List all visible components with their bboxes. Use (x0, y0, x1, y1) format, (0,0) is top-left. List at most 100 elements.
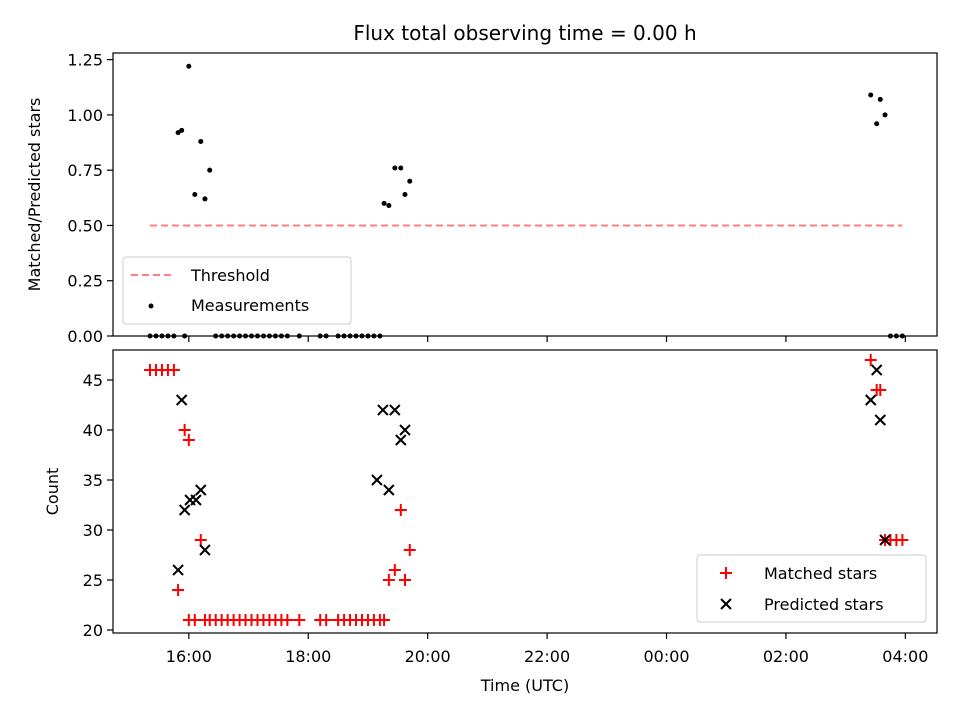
count-plot-x-tick-label: 18:00 (285, 647, 331, 666)
measurement-point (207, 167, 213, 173)
measurement-point (386, 203, 392, 209)
measurement-point (249, 333, 255, 339)
measurement-point (882, 112, 888, 118)
matched-star-point (398, 574, 411, 586)
measurement-point (175, 130, 181, 136)
matched-star-point (172, 584, 185, 596)
predicted-star-point (879, 534, 891, 546)
ratio-plot-y-tick-label: 0.00 (67, 327, 103, 346)
measurement-point (278, 333, 284, 339)
measurement-point (365, 333, 371, 339)
ratio-plot-y-tick-label: 1.25 (67, 51, 103, 70)
predicted-star-point (865, 394, 877, 406)
measurement-point (182, 333, 188, 339)
ratio-plot: 0.00 0.25 0.50 0.75 1.00 1.25 Matched/Predict… (25, 51, 938, 346)
legend-matched-label: Matched stars (764, 564, 877, 583)
predicted-star-point (377, 404, 389, 416)
predicted-star-point (172, 564, 184, 576)
measurement-point (323, 333, 329, 339)
predicted-star-point (195, 484, 207, 496)
matched-star-point (320, 614, 333, 626)
predicted-star-point (870, 364, 883, 376)
matched-star-point (194, 534, 207, 546)
measurement-point (392, 165, 398, 171)
measurement-point (359, 333, 365, 339)
predicted-star-point (395, 434, 407, 446)
count-plot-x-tick-label: 02:00 (763, 647, 809, 666)
ratio-plot-marks (147, 63, 905, 339)
ratio-plot-y-tick-label: 0.25 (67, 272, 103, 291)
measurement-point (179, 127, 185, 133)
legend-matched-swatch (720, 567, 732, 579)
measurement-point (353, 333, 359, 339)
ratio-plot-y-tick-label: 0.75 (67, 161, 103, 180)
predicted-star-point (399, 424, 411, 436)
measurement-point (219, 333, 225, 339)
measurement-point (159, 333, 165, 339)
predicted-star-point (199, 544, 211, 556)
measurement-point (893, 333, 899, 339)
measurement-point (347, 333, 353, 339)
count-plot: 20 25 30 35 40 45 16:00 18:00 20:00 22:00 00:00 02… (43, 349, 938, 695)
measurement-point (192, 192, 198, 197)
measurement-point (225, 333, 231, 339)
ratio-plot-legend: Threshold Measurements (122, 256, 352, 325)
count-plot-y-tick-label: 20 (83, 621, 103, 640)
measurement-point (186, 63, 192, 69)
legend-measurements-swatch (148, 303, 154, 309)
ratio-plot-legend-box (122, 256, 352, 325)
measurement-point (284, 333, 290, 339)
predicted-star-point (175, 394, 188, 406)
measurement-point (202, 196, 208, 202)
ratio-plot-y-axis-label: Matched/Predicted stars (25, 98, 44, 292)
matched-star-point (167, 364, 180, 376)
measurement-point (402, 192, 408, 197)
measurement-point (317, 333, 323, 339)
matched-star-point (178, 424, 191, 436)
measurement-point (377, 333, 383, 339)
measurement-point (874, 121, 880, 127)
count-plot-y-axis-label: Count (43, 468, 62, 516)
measurement-point (877, 96, 883, 102)
legend-predicted-label: Predicted stars (764, 595, 884, 614)
measurement-point (887, 333, 893, 339)
count-plot-x-tick-label: 16:00 (166, 647, 212, 666)
measurement-point (371, 333, 377, 339)
legend-predicted-swatch (720, 598, 732, 610)
measurement-point (899, 333, 905, 339)
count-plot-y-tick-label: 30 (83, 521, 103, 540)
matched-star-point (188, 614, 201, 626)
matched-star-point (388, 564, 401, 576)
matched-star-point (394, 504, 407, 516)
count-plot-x-tick-label: 22:00 (524, 647, 570, 666)
measurement-point (398, 165, 404, 171)
count-plot-legend: Matched stars Predicted stars (696, 554, 927, 623)
matched-star-point (182, 434, 195, 446)
count-plot-y-tick-label: 35 (83, 471, 103, 490)
predicted-star-point (874, 414, 886, 426)
measurement-point (335, 333, 341, 339)
matched-star-point (293, 614, 306, 626)
x-axis-label: Time (UTC) (480, 676, 569, 695)
legend-threshold-label: Threshold (190, 266, 270, 285)
count-plot-legend-box (696, 554, 927, 623)
predicted-star-point (371, 474, 383, 486)
matched-star-point (874, 384, 887, 396)
predicted-star-point (389, 404, 401, 416)
ratio-plot-x-ticks (188, 336, 906, 342)
measurement-point (266, 333, 272, 339)
predicted-star-point (383, 484, 395, 496)
measurement-point (165, 333, 171, 339)
count-plot-y-tick-label: 25 (83, 571, 103, 590)
legend-measurements-label: Measurements (191, 296, 309, 315)
matched-star-point (403, 544, 416, 556)
predicted-star-point (190, 494, 202, 506)
measurement-point (243, 333, 249, 339)
measurement-point (254, 333, 260, 339)
measurement-point (296, 333, 302, 339)
measurement-point (213, 333, 219, 339)
ratio-plot-y-tick-label: 1.00 (67, 106, 103, 125)
count-plot-x-tick-label: 20:00 (405, 647, 451, 666)
count-plot-marks (144, 354, 909, 626)
